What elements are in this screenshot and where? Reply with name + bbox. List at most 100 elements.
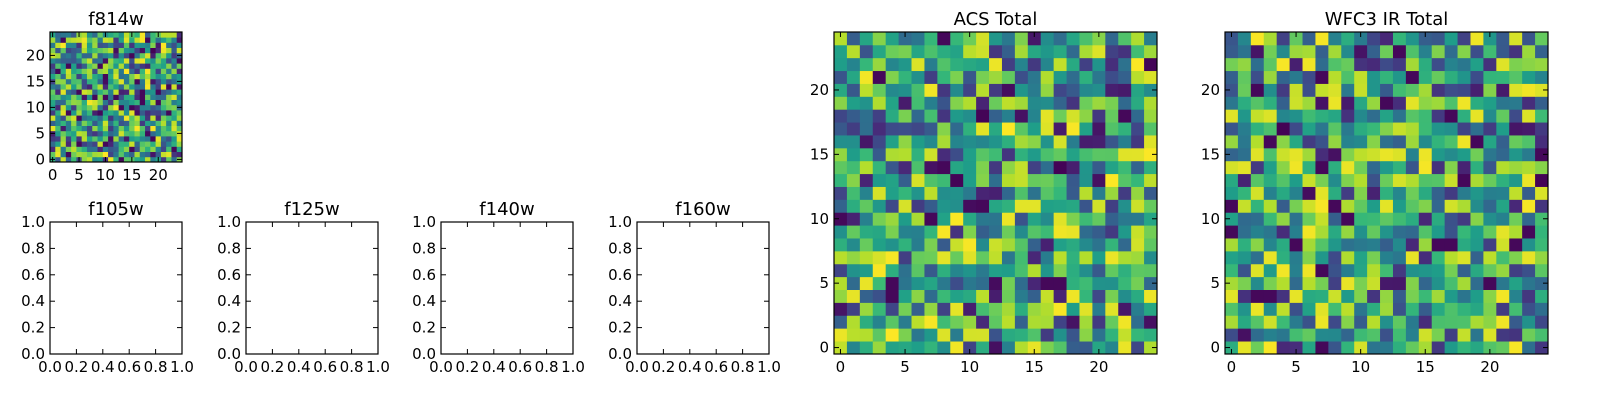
heatmap-cell xyxy=(976,96,990,110)
x-tick-label: 0.6 xyxy=(313,358,337,376)
heatmap-cell xyxy=(123,89,130,95)
y-tick-label: 5 xyxy=(819,274,829,292)
heatmap-cell xyxy=(989,250,1003,265)
heatmap-cell xyxy=(1263,250,1278,265)
heatmap-cell xyxy=(859,44,874,59)
heatmap-cell xyxy=(1522,186,1536,200)
heatmap-cell xyxy=(113,120,120,126)
heatmap-cell xyxy=(1328,315,1342,329)
heatmap-cell xyxy=(1263,341,1278,355)
heatmap-cell xyxy=(1367,70,1381,84)
heatmap-cell xyxy=(989,186,1003,200)
heatmap-cell xyxy=(989,109,1003,123)
heatmap-cell xyxy=(71,37,77,43)
heatmap-cell xyxy=(1144,341,1158,355)
heatmap-cell xyxy=(1444,276,1458,290)
heatmap-cell xyxy=(1328,135,1342,149)
heatmap-cell xyxy=(145,32,151,38)
heatmap-cell xyxy=(1014,186,1029,200)
heatmap-cell xyxy=(1315,122,1329,136)
heatmap-cell xyxy=(976,83,990,97)
heatmap-cell xyxy=(50,136,56,142)
heatmap-cell xyxy=(1380,289,1394,303)
heatmap-cell xyxy=(924,212,938,226)
heatmap-cell xyxy=(1509,160,1523,175)
heatmap-cell xyxy=(885,315,899,329)
heatmap-cell xyxy=(872,70,887,84)
heatmap-cell xyxy=(1457,238,1471,252)
heatmap-cell xyxy=(71,130,77,137)
heatmap-cell xyxy=(1027,160,1042,175)
heatmap-cell xyxy=(150,136,156,142)
heatmap-cell xyxy=(1092,289,1106,303)
heatmap-cell xyxy=(1392,160,1407,175)
heatmap-cell xyxy=(55,156,61,163)
heatmap-cell xyxy=(1328,44,1342,59)
heatmap-cell xyxy=(1470,70,1484,84)
heatmap-cell xyxy=(963,186,977,200)
heatmap-cell xyxy=(1418,328,1433,342)
heatmap-cell xyxy=(81,146,88,152)
heatmap-cell xyxy=(55,115,61,121)
heatmap-cell xyxy=(81,94,88,100)
heatmap-cell xyxy=(963,212,977,226)
heatmap-cell xyxy=(1522,44,1536,59)
heatmap-cell xyxy=(1470,173,1484,187)
heatmap-cell xyxy=(1470,147,1484,162)
heatmap-cell xyxy=(108,78,114,85)
heatmap-cell xyxy=(872,57,887,72)
heatmap-cell xyxy=(1392,32,1407,46)
heatmap-cell xyxy=(1418,289,1433,303)
heatmap-cell xyxy=(1405,199,1420,213)
heatmap-cell xyxy=(1522,341,1536,355)
heatmap-cell xyxy=(1118,173,1132,187)
heatmap-cell xyxy=(123,99,130,106)
heatmap-cell xyxy=(976,263,990,278)
heatmap-cell xyxy=(1079,212,1093,226)
y-tick-label: 0.2 xyxy=(217,319,241,337)
heatmap-cell xyxy=(81,89,88,95)
x-tick-label: 0.8 xyxy=(340,358,364,376)
heatmap-cell xyxy=(1509,250,1523,265)
heatmap-cell xyxy=(1483,250,1497,265)
heatmap-cell xyxy=(1405,32,1420,46)
heatmap-cell xyxy=(1092,173,1106,187)
heatmap-cell xyxy=(1392,263,1407,278)
heatmap-cell xyxy=(108,42,114,48)
heatmap-cell xyxy=(1250,44,1265,59)
heatmap-cell xyxy=(1354,160,1368,175)
heatmap-cell xyxy=(1289,70,1303,84)
heatmap-cell xyxy=(160,52,167,59)
heatmap-cell xyxy=(160,94,167,100)
heatmap-cell xyxy=(1118,109,1132,123)
heatmap-cell xyxy=(924,96,938,110)
heatmap-cell xyxy=(1092,250,1106,265)
heatmap-cell xyxy=(160,115,167,121)
heatmap-cell xyxy=(1118,70,1132,84)
heatmap-cell xyxy=(1431,276,1446,290)
heatmap-cell xyxy=(834,186,848,200)
heatmap-cell xyxy=(97,89,104,95)
heatmap-cell xyxy=(1263,83,1278,97)
heatmap-cell xyxy=(1001,289,1016,303)
heatmap-cell xyxy=(176,115,183,121)
heatmap-cell xyxy=(139,141,146,147)
heatmap-cell xyxy=(166,115,172,121)
heatmap-cell xyxy=(113,110,120,116)
heatmap-cell xyxy=(1001,315,1016,329)
heatmap-cell xyxy=(989,44,1003,59)
y-tick-label: 1.0 xyxy=(608,213,632,231)
x-tick-label: 0.8 xyxy=(731,358,755,376)
heatmap-cell xyxy=(911,173,925,187)
heatmap-cell xyxy=(834,315,848,329)
x-tick-label: 0.2 xyxy=(260,358,284,376)
heatmap-cell xyxy=(171,125,178,132)
heatmap-cell xyxy=(176,42,183,48)
heatmap-cell xyxy=(1105,122,1119,136)
heatmap-cell xyxy=(108,68,114,74)
heatmap-cell xyxy=(1001,83,1016,97)
heatmap-cell xyxy=(859,57,874,72)
heatmap-cell xyxy=(65,99,72,106)
heatmap-cell xyxy=(123,42,130,48)
heatmap-cell xyxy=(1354,302,1368,316)
